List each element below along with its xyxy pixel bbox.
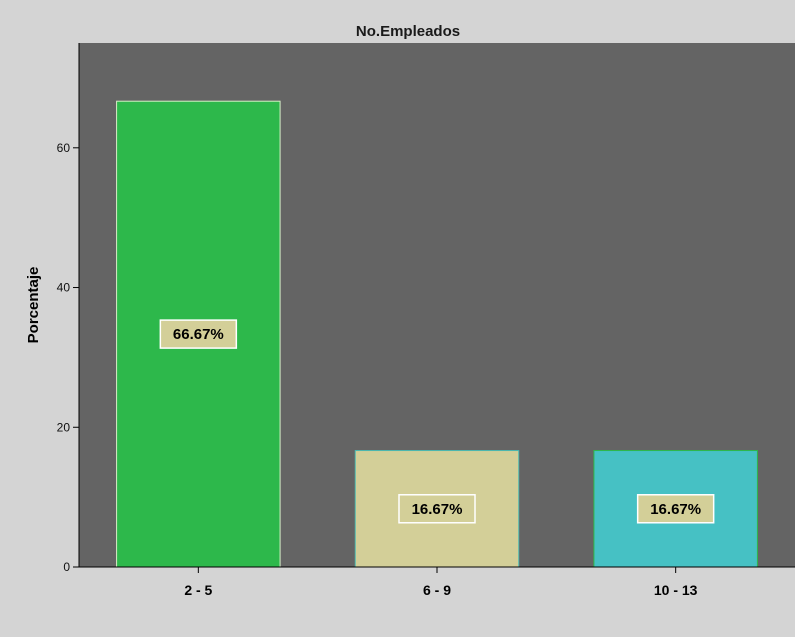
- y-ticks-group: 0 20 40 60: [57, 141, 79, 574]
- y-tick-label: 0: [63, 560, 70, 574]
- data-label-box: [159, 319, 238, 349]
- data-label-box: [636, 494, 715, 524]
- data-labels-group: 66.67% 16.67% 16.67%: [159, 319, 715, 524]
- x-tick-label: 10 - 13: [654, 582, 698, 598]
- bars-group: [116, 100, 758, 568]
- y-axis-label: Porcentaje: [25, 267, 42, 344]
- chart-title: No.Empleados: [356, 23, 460, 40]
- x-tick-label: 2 - 5: [184, 582, 212, 598]
- y-tick-label: 20: [57, 420, 71, 434]
- data-label-box: [398, 494, 476, 524]
- data-label: 16.67%: [412, 501, 463, 518]
- x-ticks-group: 2 - 5 6 - 9 10 - 13: [184, 567, 698, 598]
- data-label: 66.67%: [173, 326, 224, 343]
- y-tick-label: 60: [57, 141, 71, 155]
- x-tick-label: 6 - 9: [423, 582, 451, 598]
- y-tick-label: 40: [57, 281, 71, 295]
- data-label: 16.67%: [650, 501, 701, 518]
